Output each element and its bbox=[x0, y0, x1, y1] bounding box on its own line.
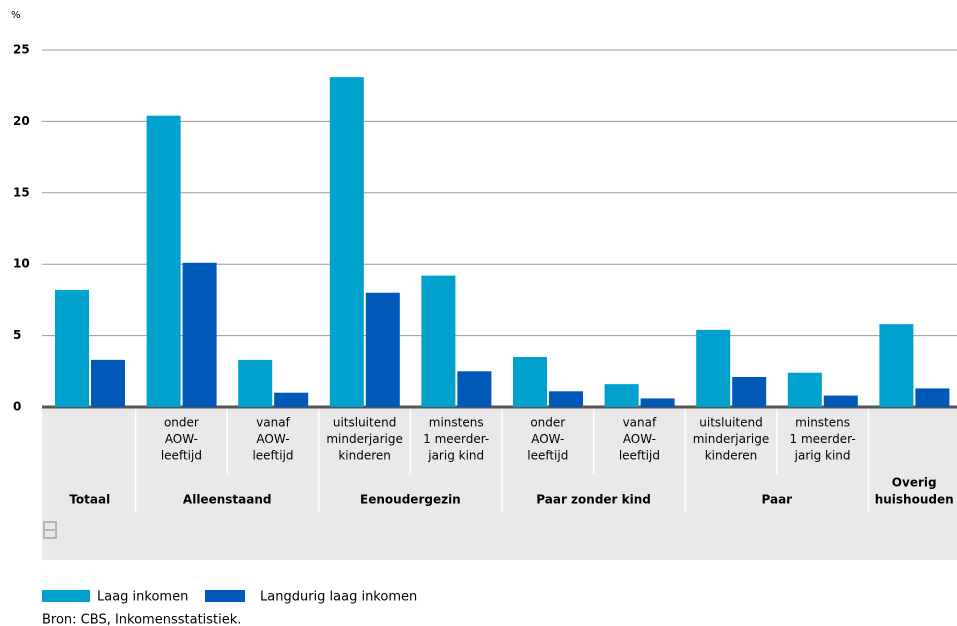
bar bbox=[182, 262, 217, 407]
bar bbox=[365, 292, 400, 407]
x-tick-label: AOW- bbox=[256, 432, 289, 446]
x-tick-label: vanaf bbox=[256, 416, 290, 430]
label-panel bbox=[42, 408, 957, 560]
x-tick-label: onder bbox=[530, 416, 565, 430]
legend-label: Laag inkomen bbox=[97, 590, 188, 605]
legend-swatch bbox=[42, 590, 90, 602]
group-label: huishouden bbox=[875, 493, 954, 507]
x-tick-label: leeftijd bbox=[527, 449, 568, 463]
bar bbox=[696, 329, 731, 407]
bar bbox=[55, 289, 89, 407]
x-tick-label: minstens bbox=[429, 416, 484, 430]
legend-label: Langdurig laag inkomen bbox=[260, 590, 417, 605]
source: Bron: CBS, Inkomensstatistiek. bbox=[42, 613, 241, 626]
bar bbox=[91, 359, 125, 407]
bar bbox=[787, 372, 822, 407]
x-tick-label: AOW- bbox=[531, 432, 564, 446]
x-tick-label: jarig kind bbox=[427, 449, 484, 463]
y-tick-label: 10 bbox=[13, 257, 30, 271]
x-tick-label: onder bbox=[164, 416, 199, 430]
y-tick-label: 25 bbox=[13, 43, 30, 57]
group-label: Eenoudergezin bbox=[360, 493, 461, 507]
x-tick-label: 1 meerder- bbox=[790, 432, 856, 446]
bar bbox=[823, 395, 858, 407]
bar bbox=[238, 359, 273, 407]
x-tick-label: AOW- bbox=[165, 432, 198, 446]
bar bbox=[421, 275, 456, 407]
x-tick-label: kinderen bbox=[338, 449, 391, 463]
y-tick-label: 20 bbox=[13, 114, 30, 128]
bar bbox=[513, 357, 547, 407]
group-label: Overig bbox=[892, 476, 937, 490]
x-tick-label: vanaf bbox=[623, 416, 657, 430]
legend-swatch bbox=[205, 590, 245, 602]
group-label: Paar bbox=[762, 493, 793, 507]
group-label: Alleenstaand bbox=[183, 493, 272, 507]
bar bbox=[915, 388, 950, 407]
x-tick-label: leeftijd bbox=[619, 449, 660, 463]
x-tick-label: jarig kind bbox=[794, 449, 851, 463]
bar bbox=[879, 324, 914, 407]
x-tick-label: uitsluitend bbox=[699, 416, 762, 430]
x-tick-label: minderjarige bbox=[693, 432, 770, 446]
bar bbox=[274, 392, 309, 407]
x-tick-label: kinderen bbox=[705, 449, 758, 463]
bar bbox=[549, 391, 583, 407]
group-label: Totaal bbox=[69, 493, 110, 507]
bar bbox=[457, 371, 492, 407]
x-tick-label: 1 meerder- bbox=[423, 432, 489, 446]
x-tick-label: minstens bbox=[795, 416, 850, 430]
y-tick-label: 15 bbox=[13, 185, 30, 199]
y-tick-label: 0 bbox=[13, 400, 21, 414]
bar bbox=[604, 384, 639, 407]
x-tick-label: AOW- bbox=[623, 432, 656, 446]
cbs-logo bbox=[43, 521, 57, 539]
bar bbox=[329, 77, 364, 407]
y-tick-label: 5 bbox=[13, 328, 21, 342]
group-label: Paar zonder kind bbox=[536, 493, 651, 507]
bar bbox=[640, 398, 675, 407]
bar bbox=[146, 115, 181, 408]
x-tick-label: minderjarige bbox=[326, 432, 403, 446]
y-axis-label: % bbox=[11, 10, 21, 21]
x-tick-label: leeftijd bbox=[161, 449, 202, 463]
x-tick-label: leeftijd bbox=[252, 449, 293, 463]
bar bbox=[732, 377, 767, 407]
x-tick-label: uitsluitend bbox=[333, 416, 396, 430]
